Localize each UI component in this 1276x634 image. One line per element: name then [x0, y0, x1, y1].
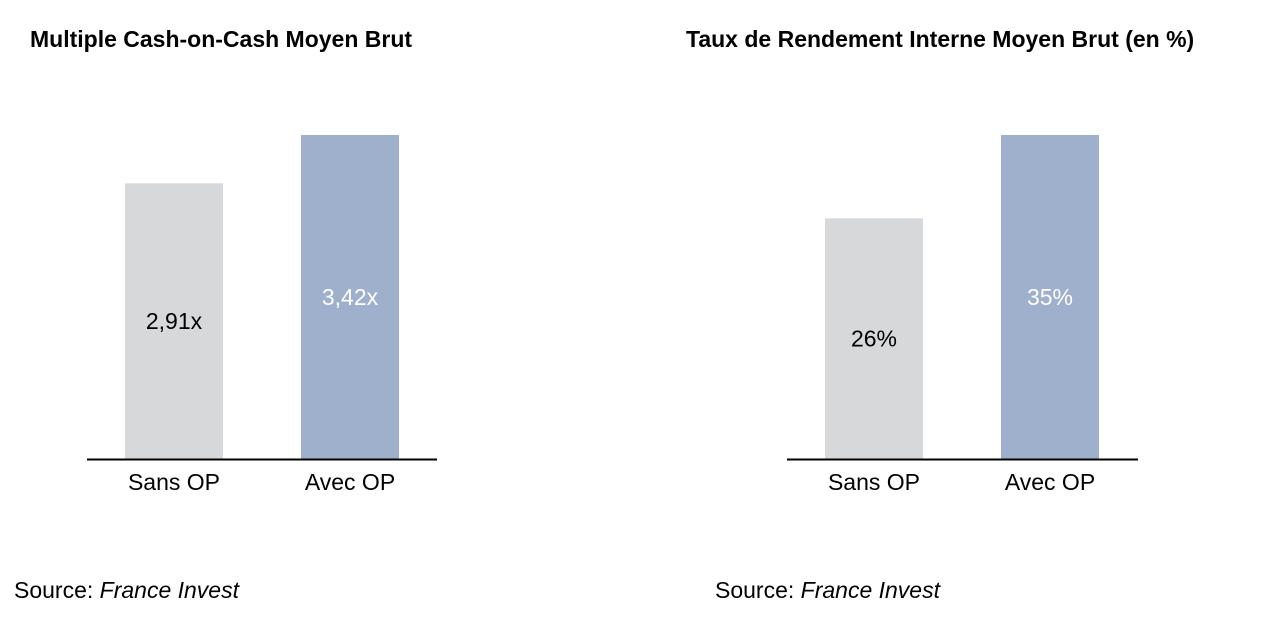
category-label: Avec OP: [1005, 469, 1095, 495]
category-label: Avec OP: [305, 469, 395, 495]
chart-title: Taux de Rendement Interne Moyen Brut (en…: [686, 26, 1195, 52]
source-name: France Invest: [99, 577, 239, 603]
category-label: Sans OP: [128, 469, 220, 495]
data-label: 2,91x: [146, 308, 203, 334]
data-label: 35%: [1027, 284, 1073, 310]
source-label: Source:: [715, 577, 795, 603]
data-label: 26%: [851, 326, 897, 352]
chart-panel-irr: Taux de Rendement Interne Moyen Brut (en…: [638, 0, 1276, 634]
bar: [301, 135, 399, 459]
bar-chart-irr: 26% Sans OP 35% Avec OP: [787, 135, 1138, 495]
source-name: France Invest: [800, 577, 940, 603]
bar: [825, 218, 923, 459]
data-label: 3,42x: [322, 284, 379, 310]
source-note: Source: France Invest: [715, 577, 940, 604]
source-note: Source: France Invest: [14, 577, 239, 604]
category-label: Sans OP: [828, 469, 920, 495]
bar: [125, 183, 223, 459]
source-label: Source:: [14, 577, 94, 603]
bar-chart-cash-multiple: 2,91x Sans OP 3,42x Avec OP: [87, 135, 437, 495]
chart-title: Multiple Cash-on-Cash Moyen Brut: [30, 26, 413, 52]
chart-panel-cash-multiple: Multiple Cash-on-Cash Moyen Brut 2,91x Sa…: [14, 26, 437, 604]
bar: [1001, 135, 1099, 459]
